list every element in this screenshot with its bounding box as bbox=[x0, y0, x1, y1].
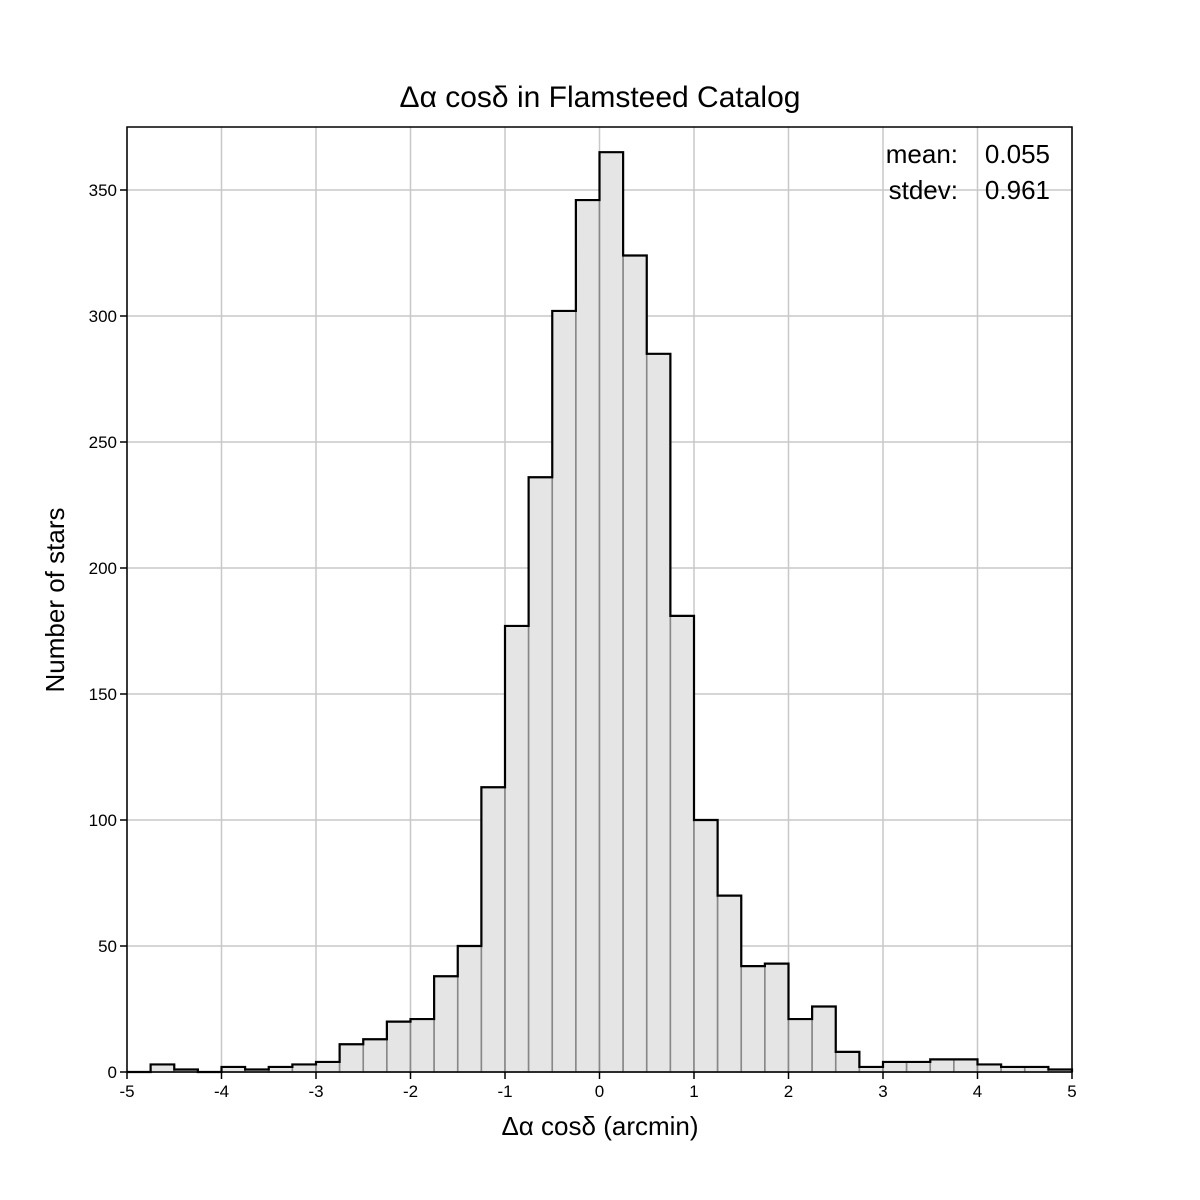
x-tick-label: -2 bbox=[403, 1082, 418, 1101]
histogram-bar bbox=[811, 1005, 837, 1073]
histogram-bar bbox=[149, 1063, 176, 1073]
x-tick-label: -5 bbox=[119, 1082, 134, 1101]
x-tick-label: 4 bbox=[973, 1082, 982, 1101]
histogram-bar bbox=[362, 1038, 388, 1073]
histogram-bar bbox=[716, 894, 743, 1073]
histogram-bar bbox=[338, 1043, 365, 1073]
histogram-bar bbox=[291, 1063, 317, 1073]
stat-stdev-label: stdev: bbox=[889, 175, 958, 205]
histogram-bar bbox=[504, 625, 530, 1073]
x-tick-label: -4 bbox=[214, 1082, 229, 1101]
histogram-bar bbox=[669, 615, 695, 1073]
histogram-bar bbox=[456, 945, 483, 1073]
y-tick-label: 300 bbox=[89, 307, 117, 326]
histogram-outline bbox=[127, 151, 1074, 1074]
x-tick-label: 5 bbox=[1067, 1082, 1076, 1101]
histogram-bar bbox=[882, 1061, 908, 1073]
histogram-bar bbox=[905, 1061, 932, 1073]
histogram-bar bbox=[527, 476, 554, 1073]
y-tick-label: 200 bbox=[89, 559, 117, 578]
x-tick-label: -1 bbox=[497, 1082, 512, 1101]
histogram-bar bbox=[386, 1020, 412, 1073]
histogram-bar bbox=[315, 1061, 341, 1073]
stat-mean-value: 0.055 bbox=[985, 139, 1050, 169]
x-tick-label: 0 bbox=[595, 1082, 604, 1101]
histogram-bar bbox=[764, 962, 790, 1073]
histogram-bar bbox=[787, 1018, 813, 1073]
stats-box: mean: 0.055 stdev: 0.961 bbox=[886, 139, 1050, 205]
histogram-bar bbox=[953, 1058, 979, 1073]
histogram-bar bbox=[693, 819, 719, 1073]
y-tick-label: 0 bbox=[108, 1063, 117, 1082]
histogram-bar bbox=[834, 1051, 861, 1073]
histogram-bar bbox=[645, 352, 672, 1073]
y-tick-label: 50 bbox=[98, 937, 117, 956]
histogram-bar bbox=[551, 310, 577, 1073]
y-tick-label: 100 bbox=[89, 811, 117, 830]
x-tick-label: -3 bbox=[308, 1082, 323, 1101]
chart-title: Δα cosδ in Flamsteed Catalog bbox=[400, 81, 801, 114]
histogram-bar bbox=[409, 1018, 435, 1073]
x-tick-label: 3 bbox=[878, 1082, 887, 1101]
histogram-bar bbox=[740, 965, 766, 1073]
x-axis-label: Δα cosδ (arcmin) bbox=[501, 1111, 698, 1141]
y-axis-label: Number of stars bbox=[40, 508, 70, 693]
histogram-bar bbox=[976, 1063, 1002, 1073]
y-tick-label: 350 bbox=[89, 181, 117, 200]
x-tick-label: 2 bbox=[784, 1082, 793, 1101]
histogram-bar bbox=[480, 786, 506, 1073]
histogram-bars bbox=[149, 151, 1073, 1073]
x-tick-label: 1 bbox=[689, 1082, 698, 1101]
y-tick-label: 150 bbox=[89, 685, 117, 704]
histogram-bar bbox=[433, 975, 459, 1073]
histogram-bar bbox=[598, 151, 624, 1073]
x-axis-ticks: -5 -4 -3 -2 -1 0 1 2 3 4 5 bbox=[119, 1072, 1077, 1101]
y-axis-ticks: 0 50 100 150 200 250 300 350 bbox=[89, 181, 127, 1082]
stat-stdev-value: 0.961 bbox=[985, 175, 1050, 205]
y-tick-label: 250 bbox=[89, 433, 117, 452]
histogram-bar bbox=[575, 199, 601, 1073]
histogram-bar bbox=[622, 254, 648, 1073]
stat-mean-label: mean: bbox=[886, 139, 958, 169]
histogram-bar bbox=[929, 1058, 955, 1073]
